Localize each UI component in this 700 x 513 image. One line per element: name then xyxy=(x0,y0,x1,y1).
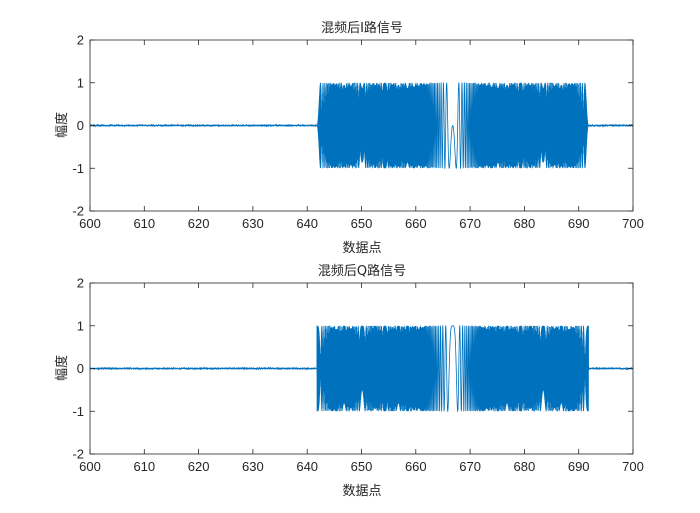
y-tick-label: -2 xyxy=(72,447,84,462)
y-tick-label: -1 xyxy=(72,404,84,419)
chart-title: 混频后I路信号 xyxy=(321,20,403,36)
x-tick-label: 640 xyxy=(296,216,318,231)
x-tick-label: 650 xyxy=(351,216,373,231)
y-tick-label: 2 xyxy=(77,33,84,48)
x-tick-label: 680 xyxy=(514,216,536,231)
x-tick-label: 700 xyxy=(622,216,644,231)
x-tick-label: 700 xyxy=(622,459,644,474)
x-tick-label: 660 xyxy=(405,459,427,474)
x-tick-label: 620 xyxy=(188,459,210,474)
x-tick-label: 630 xyxy=(242,459,264,474)
x-tick-label: 620 xyxy=(188,216,210,231)
x-tick-label: 670 xyxy=(459,459,481,474)
y-tick-label: 0 xyxy=(77,361,84,376)
x-tick-label: 640 xyxy=(296,459,318,474)
x-tick-label: 610 xyxy=(133,459,155,474)
x-tick-label: 650 xyxy=(351,459,373,474)
x-tick-label: 690 xyxy=(568,216,590,231)
y-tick-label: -2 xyxy=(72,204,84,219)
x-axis-label: 数据点 xyxy=(342,484,381,499)
x-tick-label: 610 xyxy=(133,216,155,231)
x-tick-label: 660 xyxy=(405,216,427,231)
y-tick-label: 2 xyxy=(77,276,84,291)
y-axis-label: 幅度 xyxy=(54,112,70,138)
y-axis-label: 幅度 xyxy=(54,355,70,381)
chart-title: 混频后Q路信号 xyxy=(318,263,406,279)
x-tick-label: 670 xyxy=(459,216,481,231)
y-tick-label: 1 xyxy=(77,75,84,90)
x-tick-label: 690 xyxy=(568,459,590,474)
x-tick-label: 630 xyxy=(242,216,264,231)
x-tick-label: 680 xyxy=(514,459,536,474)
subplot-q-channel: 混频后Q路信号 数据点 幅度 600 610 620 630 640 650 660 670 6… xyxy=(54,263,644,499)
subplot-i-channel: 混频后I路信号 数据点 幅度 600 610 620 630 640 650 660 670 6… xyxy=(54,20,644,256)
y-tick-label: 1 xyxy=(77,318,84,333)
y-tick-label: 0 xyxy=(77,118,84,133)
y-tick-label: -1 xyxy=(72,161,84,176)
x-tick-label: 600 xyxy=(79,459,101,474)
x-tick-label: 600 xyxy=(79,216,101,231)
x-axis-label: 数据点 xyxy=(342,241,381,256)
signal-line xyxy=(90,81,633,170)
signal-line xyxy=(90,324,633,413)
